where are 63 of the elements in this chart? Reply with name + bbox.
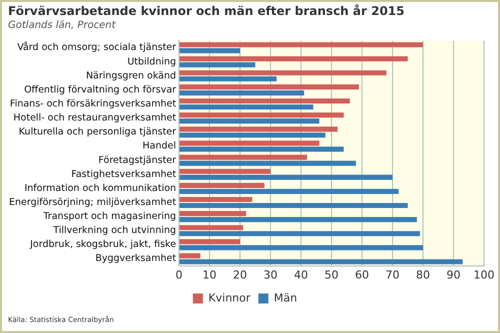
bar bbox=[180, 202, 408, 208]
y-tick-label: Information och kommunikation bbox=[24, 182, 176, 194]
bar bbox=[180, 225, 244, 230]
x-tick-label: 20 bbox=[233, 268, 248, 282]
y-tick-label: Hotell- och restaurangverksamhet bbox=[13, 112, 176, 124]
bar bbox=[180, 217, 417, 222]
bar bbox=[180, 56, 408, 62]
bar bbox=[180, 104, 314, 110]
bar bbox=[180, 70, 386, 76]
y-tick-label: Vård och omsorg; sociala tjänster bbox=[17, 41, 176, 54]
bar bbox=[180, 196, 252, 202]
bar bbox=[180, 126, 338, 132]
y-tick-label: Byggverksamhet bbox=[95, 253, 176, 264]
x-tick-label: 50 bbox=[324, 268, 339, 282]
y-tick-label: Transport och magasinering bbox=[42, 211, 176, 222]
x-tick-label: 30 bbox=[264, 268, 278, 282]
bar bbox=[180, 253, 200, 258]
bar bbox=[180, 62, 256, 68]
y-tick-label: Energiförsörjning; miljöverksamhet bbox=[8, 196, 176, 208]
x-tick-label: 80 bbox=[416, 268, 430, 282]
x-tick-label: 60 bbox=[355, 268, 370, 282]
y-tick-label: Finans- och försäkringsverksamhet bbox=[10, 98, 176, 110]
bar bbox=[180, 231, 420, 236]
bar bbox=[180, 42, 424, 48]
bar bbox=[180, 245, 424, 250]
bar bbox=[180, 168, 271, 174]
y-tick-label: Tillverkning och utvinning bbox=[52, 225, 176, 236]
x-tick-label: 70 bbox=[386, 268, 400, 282]
bar bbox=[180, 112, 344, 118]
legend-label: Kvinnor bbox=[208, 291, 251, 304]
x-tick-label: 100 bbox=[474, 268, 494, 282]
y-tick-label: Näringsgren okänd bbox=[86, 70, 176, 82]
y-tick-label: Handel bbox=[142, 140, 176, 152]
text: Gotlands län, Procent bbox=[8, 20, 116, 31]
bar bbox=[180, 160, 356, 166]
x-tick-label: 90 bbox=[446, 268, 461, 282]
legend-label: Män bbox=[274, 291, 298, 304]
bar bbox=[180, 76, 277, 82]
bar bbox=[180, 259, 463, 264]
y-tick-label: Offentlig förvaltning och försvar bbox=[24, 84, 176, 96]
bar bbox=[180, 188, 399, 194]
y-tick-label: Företagstjänster bbox=[98, 154, 176, 166]
bar bbox=[180, 90, 304, 96]
bar bbox=[180, 84, 359, 90]
bar bbox=[180, 132, 326, 138]
y-tick-label: Jordbruk, skogsbruk, jakt, fiske bbox=[29, 239, 176, 250]
bar bbox=[180, 154, 308, 160]
bar bbox=[180, 182, 264, 188]
bar bbox=[180, 48, 240, 54]
bar bbox=[180, 118, 320, 124]
bar bbox=[180, 239, 240, 244]
x-tick-label: 10 bbox=[202, 268, 217, 282]
x-tick-label: 0 bbox=[176, 268, 183, 282]
chart-title: Förvärvsarbetande kvinnor och män efter bransch år 2015 bbox=[8, 4, 404, 18]
bar bbox=[180, 146, 344, 152]
y-tick-label: Fastighetsverksamhet bbox=[71, 168, 176, 180]
bar bbox=[180, 140, 320, 146]
x-tick-label: 40 bbox=[294, 268, 308, 282]
bar bbox=[180, 211, 246, 216]
y-tick-label: Utbildning bbox=[127, 56, 176, 68]
bar bbox=[180, 174, 393, 180]
bar bbox=[180, 98, 350, 104]
y-tick-label: Kulturella och personliga tjänster bbox=[18, 126, 176, 138]
